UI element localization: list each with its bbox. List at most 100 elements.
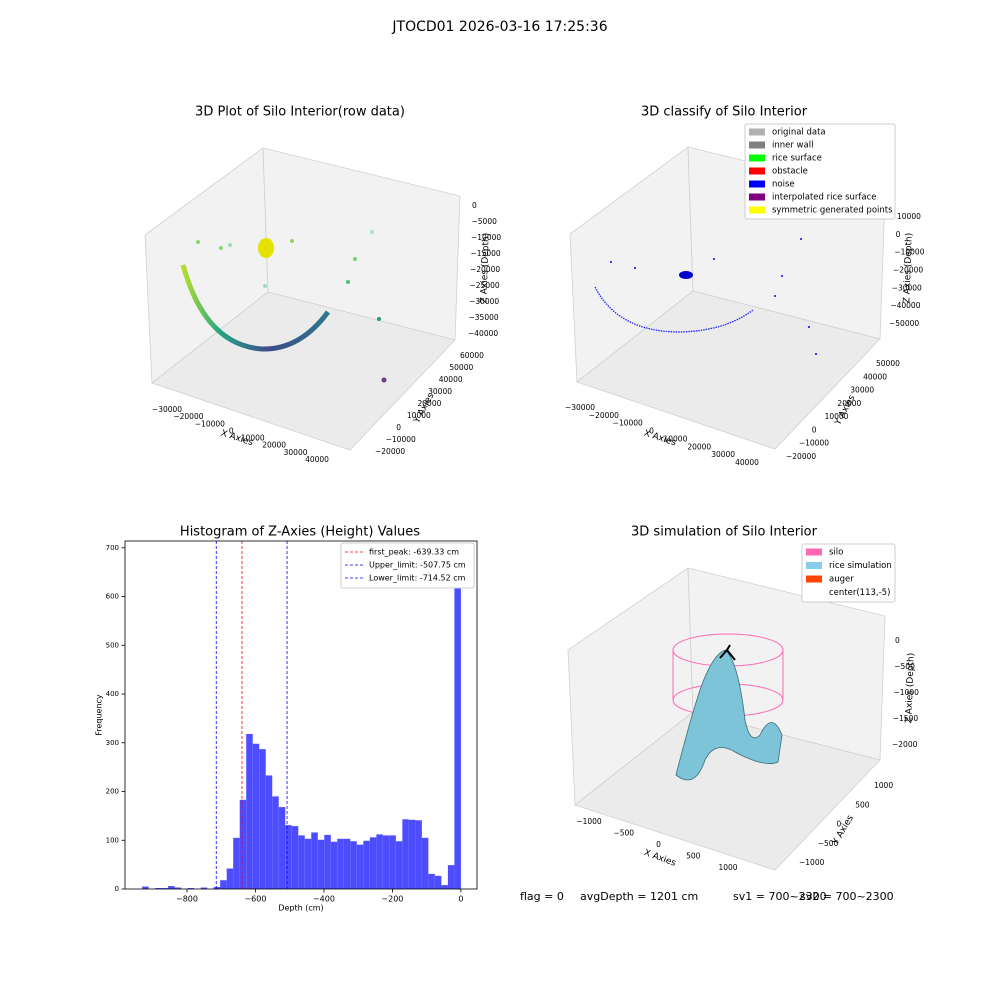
z-tick-label: −30000	[469, 297, 499, 306]
y-tick-label: 40000	[863, 372, 887, 381]
legend-label: center(113,-5)	[829, 588, 890, 598]
y-tick-label: 40000	[439, 375, 463, 384]
bar	[161, 888, 169, 889]
x-tick-label: −600	[244, 895, 266, 904]
bar	[389, 835, 396, 889]
y-tick-label: 30000	[850, 386, 874, 395]
chart-title: 3D simulation of Silo Interior	[631, 525, 818, 540]
x-tick-label: 10000	[241, 434, 265, 443]
x-tick-label: −30000	[152, 405, 182, 414]
legend-label: original data	[772, 128, 826, 138]
y-tick-label: 60000	[460, 351, 484, 360]
y-tick-label: −10000	[799, 439, 829, 448]
bar	[395, 841, 403, 889]
y-tick-label: 100	[106, 836, 119, 844]
z-tick-label: 10000	[897, 212, 921, 221]
bar	[246, 734, 253, 889]
bar	[356, 844, 364, 889]
plot-frame	[124, 540, 478, 890]
y-axis-label: Frequency	[95, 694, 104, 736]
z-tick-label: −5000	[472, 217, 498, 226]
y-tick-label: 50000	[449, 363, 473, 372]
x-tick-label: −20000	[589, 411, 619, 420]
y-tick-label: 200	[106, 788, 119, 796]
bar	[278, 807, 286, 889]
z-tick-label: 0	[472, 201, 477, 210]
x-tick-label: −10000	[613, 419, 643, 428]
scatter-decoration	[594, 238, 817, 355]
y-tick-label: 500	[855, 800, 870, 809]
x-tick-label: −200	[381, 895, 403, 904]
z-axis-label: Z Axies (Depth)	[902, 233, 914, 304]
y-tick-label: 400	[106, 690, 119, 698]
x-tick-label: 30000	[284, 448, 308, 457]
x-tick-label: 0	[656, 840, 661, 849]
bar	[363, 840, 370, 889]
y-tick-label: 30000	[428, 387, 452, 396]
legend-box	[744, 123, 896, 220]
y-tick-label: 600	[106, 593, 119, 601]
legend-label: noise	[772, 180, 795, 190]
z-tick-label: −40000	[468, 329, 498, 338]
bar	[213, 887, 221, 889]
x-axis-label: Depth (cm)	[278, 904, 323, 913]
chart-title: Histogram of Z-Axies (Height) Values	[180, 525, 420, 540]
legend-box	[340, 542, 475, 589]
bar	[142, 886, 149, 889]
x-tick-label: −1000	[576, 817, 602, 826]
x-tick-label: 20000	[687, 442, 711, 451]
y-tick-label: 20000	[418, 399, 442, 408]
x-tick-label: 0	[229, 426, 234, 435]
legend-swatch	[749, 206, 765, 214]
legend-swatch	[749, 193, 765, 201]
bar	[408, 819, 416, 889]
chart-title: 3D Plot of Silo Interior(row data)	[195, 105, 405, 120]
bar	[265, 775, 273, 889]
legend-label: Upper_limit: -507.75 cm	[369, 561, 466, 570]
x-tick-label: −800	[176, 895, 198, 904]
x-axis-label: X Axies	[219, 429, 254, 449]
legend-swatch	[749, 154, 765, 162]
bar	[324, 834, 331, 889]
y-tick-label: 0	[396, 423, 401, 432]
legend-label: symmetric generated points	[772, 206, 893, 216]
bar	[220, 880, 227, 889]
legend-box	[801, 543, 896, 603]
z-tick-label: −20000	[470, 265, 500, 274]
z-tick-label: −10000	[471, 233, 501, 242]
footer-text: avgDepth = 1201 cm	[580, 890, 698, 903]
y-tick-label: 50000	[876, 359, 900, 368]
bar	[434, 875, 442, 889]
bar	[304, 838, 312, 889]
bar	[428, 873, 435, 889]
legend-swatch	[806, 548, 822, 556]
x-tick-label: −400	[313, 895, 335, 904]
x-tick-label: 30000	[711, 450, 735, 459]
y-tick-label: 300	[106, 739, 119, 747]
legend-label: rice surface	[772, 154, 822, 164]
z-tick-label: −30000	[892, 283, 922, 292]
x-axis-label: X Axies	[642, 848, 677, 869]
bar	[317, 839, 325, 889]
legend-label: obstacle	[772, 167, 808, 177]
legend-label: first_peak: -639.33 cm	[369, 548, 459, 557]
y-tick-label: 0	[812, 425, 817, 434]
z-tick-label: 0	[895, 636, 900, 645]
legend-swatch	[749, 141, 765, 149]
footer-text: sv1 = 700~2300	[733, 890, 827, 903]
z-tick-label: −15000	[471, 249, 501, 258]
z-tick-label: −1500	[893, 714, 919, 723]
legend-label: rice simulation	[829, 561, 892, 571]
x-tick-label: −20000	[173, 412, 203, 421]
y-tick-label: 700	[106, 544, 119, 552]
y-tick-label: 10000	[407, 411, 431, 420]
legend-label: silo	[829, 548, 843, 558]
x-tick-label: −500	[613, 829, 634, 838]
bar	[226, 868, 234, 889]
z-axis-label: Z Axies (Depth)	[904, 653, 916, 724]
y-tick-label: −10000	[386, 435, 416, 444]
y-axis-label: Y Axies	[412, 391, 437, 426]
bar	[168, 886, 175, 889]
bar	[311, 832, 318, 889]
